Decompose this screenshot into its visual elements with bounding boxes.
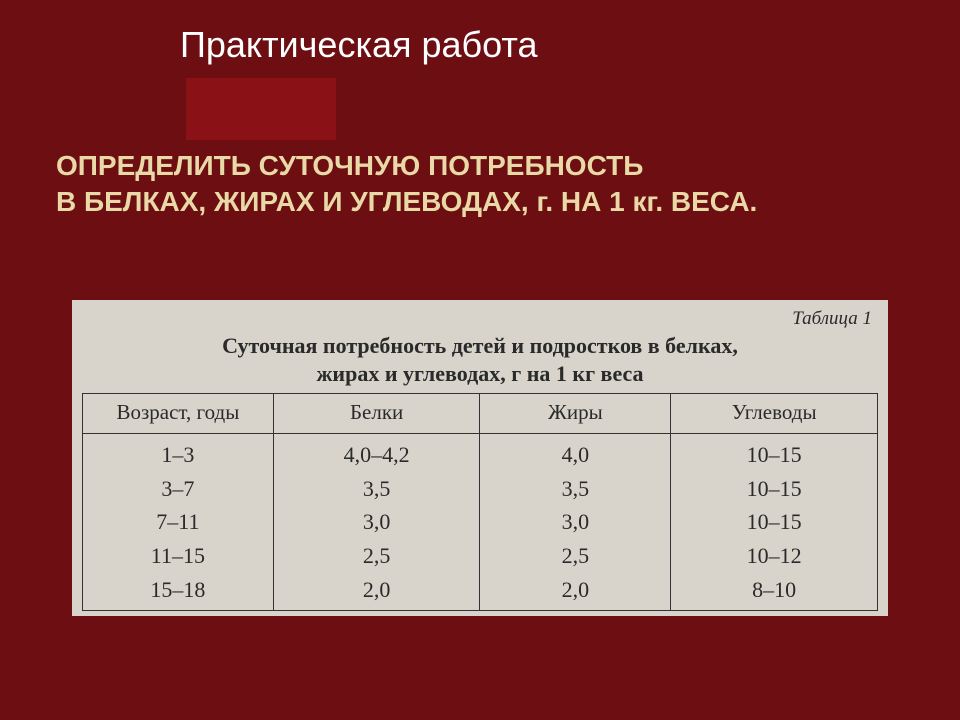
table-panel: Таблица 1 Суточная потребность детей и п…	[72, 300, 888, 616]
cell-fat: 2,0	[480, 573, 671, 611]
subtitle-line2: В БЕЛКАХ, ЖИРАХ И УГЛЕВОДАХ, г. НА 1 кг.…	[56, 186, 757, 217]
slide: Практическая работа ОПРЕДЕЛИТЬ СУТОЧНУЮ …	[0, 0, 960, 720]
cell-carb: 10–15	[671, 505, 878, 539]
cell-carb: 8–10	[671, 573, 878, 611]
table-row: 15–18 2,0 2,0 8–10	[83, 573, 878, 611]
cell-protein: 4,0–4,2	[273, 434, 480, 472]
cell-age: 3–7	[83, 472, 274, 506]
table-row: 7–11 3,0 3,0 10–15	[83, 505, 878, 539]
cell-protein: 2,0	[273, 573, 480, 611]
table-row: 1–3 4,0–4,2 4,0 10–15	[83, 434, 878, 472]
nutrition-table: Возраст, годы Белки Жиры Углеводы 1–3 4,…	[82, 393, 878, 611]
table-row: 11–15 2,5 2,5 10–12	[83, 539, 878, 573]
table-row: 3–7 3,5 3,5 10–15	[83, 472, 878, 506]
table-caption-line1: Суточная потребность детей и подростков …	[222, 333, 738, 358]
cell-age: 7–11	[83, 505, 274, 539]
cell-protein: 3,5	[273, 472, 480, 506]
cell-age: 11–15	[83, 539, 274, 573]
table-caption-line2: жирах и углеводах, г на 1 кг веса	[316, 361, 643, 386]
cell-age: 1–3	[83, 434, 274, 472]
col-header-protein: Белки	[273, 394, 480, 434]
cell-carb: 10–12	[671, 539, 878, 573]
subtitle-line1: ОПРЕДЕЛИТЬ СУТОЧНУЮ ПОТРЕБНОСТЬ	[56, 150, 643, 181]
cell-fat: 3,5	[480, 472, 671, 506]
table-number: Таблица 1	[82, 308, 878, 330]
table-header-row: Возраст, годы Белки Жиры Углеводы	[83, 394, 878, 434]
accent-block	[186, 78, 336, 140]
cell-protein: 2,5	[273, 539, 480, 573]
col-header-age: Возраст, годы	[83, 394, 274, 434]
cell-fat: 3,0	[480, 505, 671, 539]
cell-carb: 10–15	[671, 434, 878, 472]
col-header-fat: Жиры	[480, 394, 671, 434]
page-title: Практическая работа	[180, 24, 538, 66]
cell-age: 15–18	[83, 573, 274, 611]
cell-protein: 3,0	[273, 505, 480, 539]
col-header-carb: Углеводы	[671, 394, 878, 434]
cell-fat: 4,0	[480, 434, 671, 472]
cell-fat: 2,5	[480, 539, 671, 573]
subtitle: ОПРЕДЕЛИТЬ СУТОЧНУЮ ПОТРЕБНОСТЬ В БЕЛКАХ…	[56, 148, 904, 221]
table-caption: Суточная потребность детей и подростков …	[82, 332, 878, 387]
cell-carb: 10–15	[671, 472, 878, 506]
